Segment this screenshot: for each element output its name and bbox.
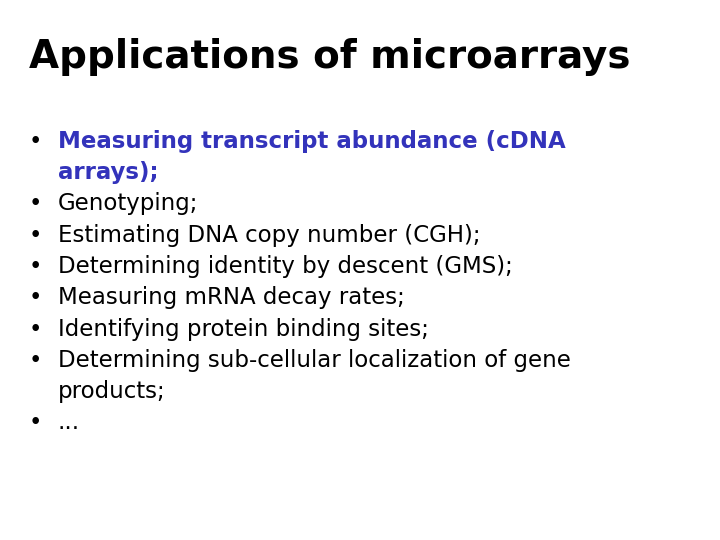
Text: Genotyping;: Genotyping;	[58, 192, 198, 215]
Text: •: •	[29, 130, 42, 153]
Text: arrays);: arrays);	[58, 161, 158, 184]
Text: Measuring transcript abundance (cDNA: Measuring transcript abundance (cDNA	[58, 130, 565, 153]
Text: •: •	[29, 286, 42, 309]
Text: Measuring mRNA decay rates;: Measuring mRNA decay rates;	[58, 286, 405, 309]
Text: •: •	[29, 411, 42, 435]
Text: Identifying protein binding sites;: Identifying protein binding sites;	[58, 318, 428, 341]
Text: •: •	[29, 255, 42, 278]
Text: Determining sub-cellular localization of gene: Determining sub-cellular localization of…	[58, 349, 570, 372]
Text: •: •	[29, 349, 42, 372]
Text: Estimating DNA copy number (CGH);: Estimating DNA copy number (CGH);	[58, 224, 480, 247]
Text: •: •	[29, 224, 42, 247]
Text: •: •	[29, 318, 42, 341]
Text: ...: ...	[58, 411, 80, 435]
Text: products;: products;	[58, 380, 165, 403]
Text: Applications of microarrays: Applications of microarrays	[29, 38, 630, 76]
Text: Determining identity by descent (GMS);: Determining identity by descent (GMS);	[58, 255, 513, 278]
Text: •: •	[29, 192, 42, 215]
